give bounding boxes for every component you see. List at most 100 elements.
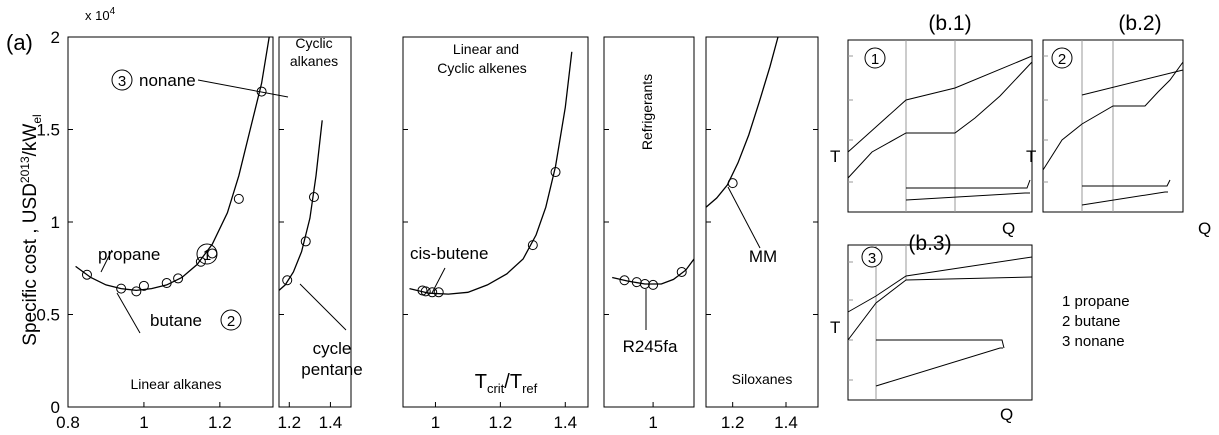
data-point <box>173 273 184 284</box>
x-axis-label-sub2: ref <box>522 381 538 396</box>
x-tick-label: 1.4 <box>774 413 798 432</box>
annotations-a <box>100 69 761 334</box>
subpanel-frame <box>67 36 274 408</box>
label-nonane: nonane <box>139 71 196 90</box>
label-propane: propane <box>98 245 160 264</box>
data-point <box>138 280 149 291</box>
category-linear-alkanes: Linear alkanes <box>130 376 221 392</box>
panel-b2-working-fluid <box>1042 61 1184 171</box>
data-point <box>300 236 311 247</box>
panel-label-a: (a) <box>6 30 33 55</box>
marker-circle-2 <box>220 309 242 331</box>
data-point <box>116 283 127 294</box>
data-point <box>427 287 438 298</box>
data-point <box>676 266 687 277</box>
data-point <box>308 192 319 203</box>
data-point <box>81 269 92 280</box>
marker-circle-1 <box>196 243 218 265</box>
data-point <box>420 286 431 297</box>
legend-item-1: 1 propane <box>1062 293 1130 310</box>
y-tick-label: 1 <box>51 213 60 232</box>
category-refrigerants: Refrigerants <box>639 74 655 150</box>
label-cycle: cycle <box>313 339 352 358</box>
data-point <box>727 178 738 189</box>
panel-b1-hot-stream <box>847 55 1033 153</box>
category-alkenes-l1: Linear and <box>453 41 519 57</box>
y-tick-label: 0.5 <box>36 306 60 325</box>
leader-mm <box>727 186 761 249</box>
x-tick-label: 1 <box>431 413 440 432</box>
y-multiplier-base: x 10 <box>85 8 110 23</box>
label-cis-butene: cis-butene <box>410 244 488 263</box>
marker-label-3: 3 <box>118 73 126 90</box>
x-axis-label-mid: /T <box>504 371 522 393</box>
panel-b1-frame <box>847 39 1033 213</box>
cost-curve <box>75 37 270 292</box>
panel-b1-xlabel: Q <box>1002 219 1015 238</box>
panel-b2-xlabel: Q <box>1198 219 1211 238</box>
category-cyclic-alkanes-l1: Cyclic <box>295 35 332 51</box>
panel-b1-label: (b.1) <box>928 12 971 35</box>
marker-label-1: 1 <box>203 247 211 264</box>
data-point <box>433 287 444 298</box>
category-alkenes-l2: Cyclic alkenes <box>437 60 526 76</box>
data-point <box>631 277 642 288</box>
y-tick-label: 1.5 <box>36 121 60 140</box>
panel-b3-marker: 3 <box>868 250 876 267</box>
label-butane: butane <box>150 311 202 330</box>
panel-b2-label: (b.2) <box>1118 12 1161 35</box>
data-point <box>619 275 630 286</box>
category-cyclic-alkanes-l2: alkanes <box>290 53 338 69</box>
subpanel: 1 <box>603 36 695 432</box>
legend-item-3: 3 nonane <box>1062 333 1125 350</box>
x-tick-label: 0.8 <box>56 413 80 432</box>
legend: 1 propane 2 butane 3 nonane <box>1062 293 1130 350</box>
subpanel: 0.8 1 1.2 <box>56 36 274 432</box>
data-point <box>161 278 172 289</box>
subpanel: 1.2 1.4 <box>705 36 819 432</box>
label-mm: MM <box>749 247 777 266</box>
panel-b1-working-fluid <box>847 61 1033 179</box>
panel-b1-marker: 1 <box>871 51 879 68</box>
x-axis-label: Tcrit/Tref <box>475 371 538 396</box>
marker-label-2: 2 <box>227 313 235 330</box>
panel-b3-cold-bottom <box>875 347 1003 387</box>
leader-butane <box>116 292 141 334</box>
panel-b1-ticks <box>848 40 956 212</box>
legend-item-2: 2 butane <box>1062 313 1120 330</box>
label-r245fa: R245fa <box>623 337 678 356</box>
panel-b2-marker-circle <box>1051 47 1073 69</box>
subpanels-a: 0.8 1 1.2 1.2 1.4 1 1.2 1.4 1 1.2 1.4 <box>56 36 819 432</box>
x-tick-label: 1.2 <box>721 413 745 432</box>
category-siloxanes: Siloxanes <box>732 371 793 387</box>
y-tick-labels: 0 0.5 1 1.5 2 <box>36 28 60 417</box>
panel-b3-cold-top <box>876 339 1005 349</box>
label-pentane: pentane <box>301 360 362 379</box>
panel-b2-cold-bottom <box>1081 191 1168 206</box>
panel-b2-cold-top <box>1082 179 1171 187</box>
y-tick-label: 0 <box>51 398 60 417</box>
subpanel: 1.2 1.4 <box>277 36 352 432</box>
subpanel: 1 1.2 1.4 <box>402 36 589 432</box>
x-tick-label: 1 <box>648 413 657 432</box>
x-tick-label: 1.2 <box>277 413 301 432</box>
panel-b3-label: (b.3) <box>908 232 951 255</box>
panel-b2-hot-stream <box>1081 69 1184 96</box>
y-multiplier-exp: 4 <box>110 6 116 17</box>
panel-b3-ylabel: T <box>830 318 840 337</box>
x-tick-label: 1.2 <box>208 413 232 432</box>
leader-cis-butene <box>431 267 446 294</box>
cost-curve <box>279 120 323 291</box>
y-axis-label-sup: 2013 <box>18 156 32 183</box>
data-point <box>131 286 142 297</box>
y-axis-label-main: Specific cost , USD <box>20 183 41 346</box>
panel-b2-ylabel: T <box>1026 147 1036 166</box>
cost-curve <box>409 51 573 295</box>
panel-b3-working-fluid <box>847 276 1033 341</box>
data-point <box>648 279 659 290</box>
leader-propane <box>100 249 113 273</box>
x-axis-label-t1: T <box>475 371 487 393</box>
data-point <box>195 256 206 267</box>
panel-b1 <box>847 39 1033 213</box>
